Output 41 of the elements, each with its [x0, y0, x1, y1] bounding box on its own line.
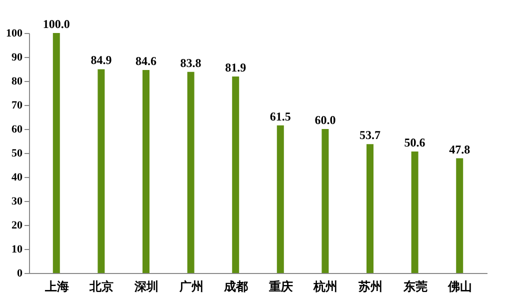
data-label: 100.0 [42, 17, 70, 31]
x-tick-label: 成都 [223, 280, 248, 294]
data-label: 84.6 [136, 54, 156, 68]
y-tick-label: 100 [6, 28, 23, 40]
bar [98, 69, 105, 273]
x-tick-label: 广州 [178, 280, 204, 294]
data-label: 60.0 [314, 113, 336, 127]
y-tick-label: 80 [12, 76, 23, 88]
x-tick-label: 上海 [44, 280, 69, 294]
data-label: 83.8 [180, 56, 202, 70]
bar [187, 72, 194, 273]
bar [456, 158, 464, 273]
data-label: 84.9 [90, 53, 112, 68]
y-tick-label: 20 [12, 220, 23, 232]
x-tick-label: 佛山 [447, 280, 472, 294]
bar [142, 70, 150, 273]
data-label: 61.5 [270, 109, 291, 124]
y-tick-label: 50 [12, 148, 23, 160]
x-tick-label: 杭州 [312, 280, 338, 294]
x-tick-label: 北京 [88, 280, 114, 294]
x-tick-label: 苏州 [358, 280, 382, 294]
y-tick-label: 30 [12, 196, 23, 208]
y-tick-label: 40 [12, 172, 23, 184]
x-tick-label: 重庆 [268, 280, 293, 294]
bar [276, 125, 284, 273]
bar [411, 152, 418, 273]
bar [52, 33, 60, 273]
y-tick-label: 0 [17, 268, 23, 280]
y-tick-label: 70 [12, 100, 23, 112]
data-label: 47.8 [449, 142, 470, 156]
data-label: 81.9 [225, 60, 246, 74]
bar [322, 129, 329, 273]
y-tick-label: 60 [12, 124, 23, 136]
bar [366, 144, 374, 273]
y-tick-label: 90 [12, 52, 23, 64]
x-tick-label: 东莞 [402, 280, 428, 294]
data-label: 53.7 [360, 128, 380, 142]
data-label: 50.6 [404, 136, 426, 150]
y-tick-label: 10 [12, 244, 23, 256]
x-tick-label: 深圳 [134, 280, 158, 294]
bar [232, 76, 240, 273]
